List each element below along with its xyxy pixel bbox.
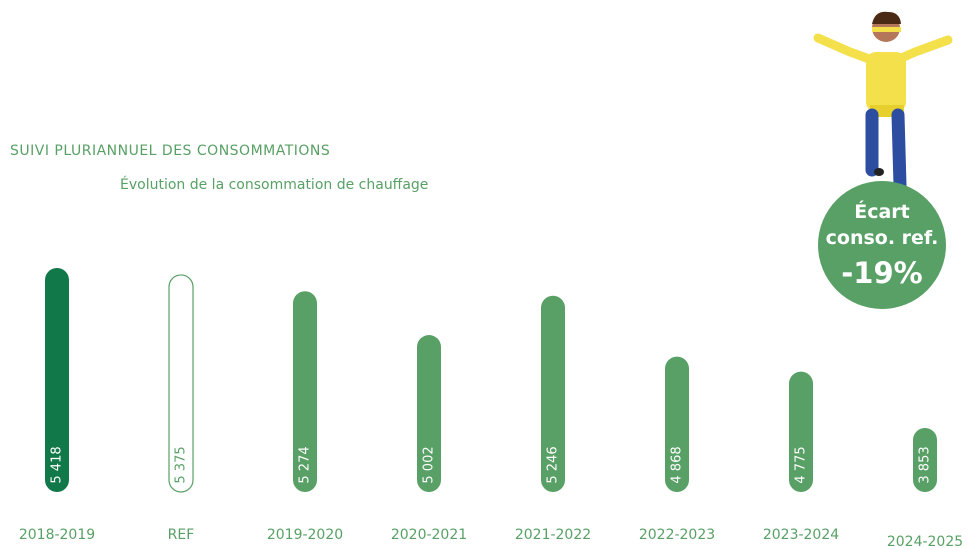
value-label: 3 853 [918, 446, 933, 483]
x-tick-label: 2024-2025 [887, 534, 963, 548]
chart-subtitle: Évolution de la consommation de chauffag… [120, 176, 428, 193]
x-tick-label: 2018-2019 [19, 527, 95, 543]
badge: Écart conso. ref. -19% [818, 181, 946, 309]
badge-line: Écart [854, 200, 910, 223]
character-illustration [818, 12, 948, 185]
value-label: 5 246 [546, 446, 561, 483]
x-tick-label: 2023-2024 [763, 527, 839, 543]
value-label: 5 375 [174, 446, 189, 483]
chart-title: SUIVI PLURIANNUEL DES CONSOMMATIONS [10, 143, 330, 159]
chart: SUIVI PLURIANNUEL DES CONSOMMATIONS Évol… [0, 0, 968, 548]
value-label: 5 418 [50, 446, 65, 483]
value-label: 4 775 [794, 446, 809, 483]
value-label: 5 002 [422, 446, 437, 483]
badge-value: -19% [841, 256, 922, 290]
x-tick-label: 2020-2021 [391, 527, 467, 543]
x-tick-label: 2021-2022 [515, 527, 591, 543]
badge-line: conso. ref. [826, 227, 939, 249]
x-tick-label: REF [168, 527, 195, 543]
x-tick-label: 2022-2023 [639, 527, 715, 543]
value-label: 4 868 [670, 446, 685, 483]
value-label: 5 274 [298, 446, 313, 483]
x-tick-label: 2019-2020 [267, 527, 343, 543]
